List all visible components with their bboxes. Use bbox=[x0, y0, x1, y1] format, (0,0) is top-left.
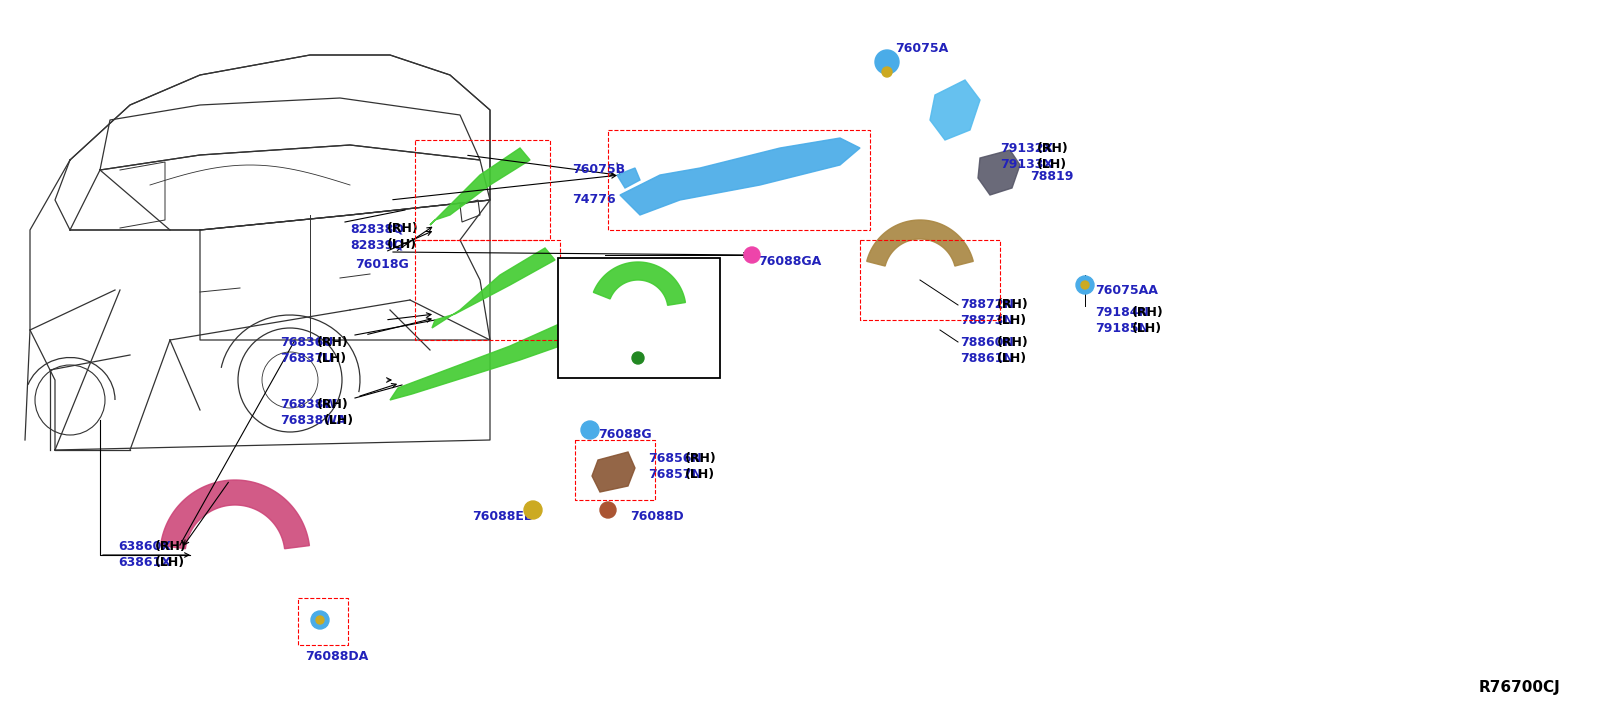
Text: (RH): (RH) bbox=[317, 336, 349, 349]
Text: 82838Q: 82838Q bbox=[350, 222, 403, 235]
Text: 76075AA: 76075AA bbox=[1094, 284, 1158, 297]
Text: 76075B: 76075B bbox=[573, 163, 626, 176]
Text: 74776: 74776 bbox=[573, 193, 616, 206]
Polygon shape bbox=[867, 220, 973, 266]
Text: (RH): (RH) bbox=[685, 452, 717, 465]
Text: (LH): (LH) bbox=[997, 352, 1027, 365]
Polygon shape bbox=[160, 480, 309, 549]
Text: 63861X: 63861X bbox=[118, 556, 171, 569]
Text: 78861N: 78861N bbox=[960, 352, 1014, 365]
Text: 76088DA: 76088DA bbox=[306, 650, 368, 663]
Circle shape bbox=[875, 50, 899, 74]
Text: (LH): (LH) bbox=[1037, 158, 1067, 171]
Text: 76018G: 76018G bbox=[355, 258, 408, 271]
Text: (LH): (LH) bbox=[155, 556, 186, 569]
Text: (RH): (RH) bbox=[997, 298, 1029, 311]
Text: 78873N: 78873N bbox=[960, 314, 1014, 327]
Text: 79185N: 79185N bbox=[1094, 322, 1149, 335]
Polygon shape bbox=[594, 262, 685, 306]
Text: 76856N: 76856N bbox=[648, 452, 702, 465]
Text: 79133X: 79133X bbox=[1000, 158, 1053, 171]
Text: 78860N: 78860N bbox=[960, 336, 1014, 349]
Text: (RH): (RH) bbox=[997, 336, 1029, 349]
Text: 76838WA: 76838WA bbox=[280, 414, 346, 427]
Polygon shape bbox=[930, 80, 979, 140]
Text: (RH): (RH) bbox=[387, 222, 419, 235]
Text: (LH): (LH) bbox=[997, 314, 1027, 327]
Text: 79184N: 79184N bbox=[1094, 306, 1149, 319]
Text: 76088D: 76088D bbox=[630, 510, 683, 523]
Text: 78872N: 78872N bbox=[960, 298, 1014, 311]
Text: 76837U: 76837U bbox=[280, 352, 333, 365]
Polygon shape bbox=[618, 168, 640, 188]
Text: 76088E: 76088E bbox=[568, 298, 619, 311]
Text: 76088EB: 76088EB bbox=[472, 510, 533, 523]
Polygon shape bbox=[432, 248, 555, 328]
Circle shape bbox=[882, 67, 893, 77]
Text: R76700CJ: R76700CJ bbox=[1478, 680, 1560, 695]
Text: 63860X: 63860X bbox=[118, 540, 171, 553]
Text: (RH): (RH) bbox=[1037, 142, 1069, 155]
Bar bbox=[558, 258, 720, 378]
Polygon shape bbox=[390, 308, 610, 400]
Text: (RH): (RH) bbox=[155, 540, 187, 553]
Circle shape bbox=[1082, 281, 1090, 289]
Circle shape bbox=[632, 352, 643, 364]
Text: 76838W: 76838W bbox=[280, 398, 338, 411]
Circle shape bbox=[632, 352, 643, 364]
Text: 78819: 78819 bbox=[1030, 170, 1074, 183]
Text: (RH): (RH) bbox=[1133, 306, 1163, 319]
Text: (LH): (LH) bbox=[317, 352, 347, 365]
Polygon shape bbox=[978, 150, 1021, 195]
Circle shape bbox=[310, 611, 330, 629]
Text: 76088EA: 76088EA bbox=[568, 314, 629, 327]
Text: (LH): (LH) bbox=[611, 314, 642, 327]
Text: 76836U: 76836U bbox=[280, 336, 333, 349]
Text: (LH): (LH) bbox=[685, 468, 715, 481]
Polygon shape bbox=[99, 98, 480, 170]
Text: 76857N: 76857N bbox=[648, 468, 702, 481]
Polygon shape bbox=[592, 452, 635, 492]
Text: (RH): (RH) bbox=[605, 298, 637, 311]
Text: 76075A: 76075A bbox=[894, 42, 949, 55]
Text: 76088GA: 76088GA bbox=[758, 255, 821, 268]
Text: (LH): (LH) bbox=[323, 414, 354, 427]
Text: 82839Q: 82839Q bbox=[350, 238, 403, 251]
Text: 76088G: 76088G bbox=[598, 428, 651, 441]
Circle shape bbox=[744, 247, 760, 263]
Polygon shape bbox=[430, 148, 530, 225]
Circle shape bbox=[600, 502, 616, 518]
Polygon shape bbox=[594, 262, 685, 306]
Text: (LH): (LH) bbox=[1133, 322, 1162, 335]
Text: (RH): (RH) bbox=[317, 398, 349, 411]
Circle shape bbox=[525, 501, 542, 519]
Circle shape bbox=[1075, 276, 1094, 294]
Circle shape bbox=[581, 421, 598, 439]
Circle shape bbox=[317, 616, 323, 624]
Polygon shape bbox=[621, 138, 861, 215]
Text: 79132X: 79132X bbox=[1000, 142, 1053, 155]
Text: (LH): (LH) bbox=[387, 238, 418, 251]
